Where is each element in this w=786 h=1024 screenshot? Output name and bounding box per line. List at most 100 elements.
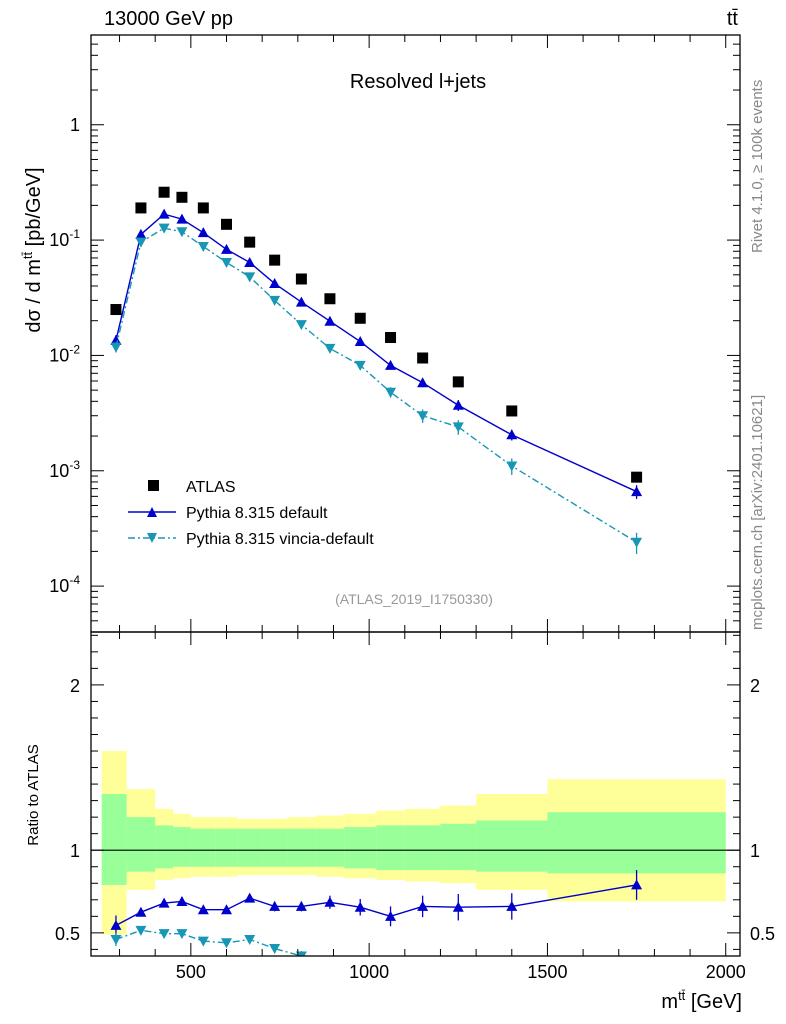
ratio-frame <box>90 631 741 957</box>
atlas-point <box>452 376 464 388</box>
ratio-vincia-point <box>269 944 281 955</box>
default-point <box>158 208 170 219</box>
ratio-band-inner <box>215 828 238 867</box>
default-point <box>324 315 336 326</box>
ratio-vincia-point <box>197 936 209 947</box>
ratio-band-inner <box>262 828 288 867</box>
ratio-vincia-line <box>115 929 302 956</box>
legend-default-marker <box>147 507 157 517</box>
atlas-point <box>417 352 429 364</box>
default-series-line <box>115 213 637 493</box>
atlas-point <box>269 254 281 266</box>
ratio-band-inner <box>287 828 316 867</box>
x-tick-label: 1000 <box>349 962 389 982</box>
ratio-default-point <box>269 900 281 911</box>
x-tick-label: 2000 <box>706 962 746 982</box>
ratio-vincia-point <box>135 925 147 936</box>
default-point <box>295 296 307 307</box>
default-point <box>110 334 122 345</box>
ratio-band-inner <box>476 820 548 872</box>
atlas-point <box>158 186 170 198</box>
ratio-default-point <box>452 901 464 912</box>
legend-atlas-marker <box>148 480 159 491</box>
svg-text:dσ / d mtt̄ [pb/GeV]: dσ / d mtt̄ [pb/GeV] <box>20 167 45 332</box>
ratio-vincia-point <box>158 929 170 940</box>
ratio-band-inner <box>126 817 156 872</box>
ratio-series-group <box>110 870 643 956</box>
ratio-band-inner <box>237 828 263 867</box>
main-y-axis-label: dσ / d mtt̄ [pb/GeV] <box>20 167 45 332</box>
ratio-default-point <box>295 900 307 911</box>
vincia-point <box>244 272 256 283</box>
main-y-tick-labels: 1 10-1 10-2 10-3 10-4 <box>49 115 80 596</box>
y-tick-label: 10-3 <box>49 458 80 481</box>
rivet-label: Rivet 4.1.0, ≥ 100k events <box>749 80 766 253</box>
vincia-point <box>197 241 209 252</box>
default-point <box>354 336 366 347</box>
ratio-band-inner <box>173 827 191 867</box>
y-tick-label: 10-4 <box>49 573 80 596</box>
atlas-point <box>244 236 256 248</box>
analysis-label: (ATLAS_2019_I1750330) <box>335 591 493 607</box>
ratio-band-inner <box>315 828 345 867</box>
ratio-band-inner <box>155 825 174 869</box>
ratio-band-inner <box>190 828 216 867</box>
default-point <box>506 429 518 440</box>
x-tick-label: 1500 <box>527 962 567 982</box>
legend-vincia-label: Pythia 8.315 vincia-default <box>186 531 374 548</box>
atlas-point <box>197 202 209 214</box>
ratio-default-point <box>417 900 429 911</box>
x-tick-label: 500 <box>176 962 206 982</box>
vincia-point <box>158 223 170 234</box>
main-title: Resolved l+jets <box>350 71 486 93</box>
atlas-point <box>506 405 518 417</box>
default-point <box>385 359 397 370</box>
xlabel-sup: tt̄ <box>678 988 686 1003</box>
vincia-point <box>324 343 336 354</box>
vincia-point <box>221 257 233 268</box>
ratio-y-tick-label-right: 0.5 <box>750 924 775 944</box>
ylabel-unit: [pb/GeV] <box>23 167 45 252</box>
ratio-vincia-point <box>295 951 307 956</box>
ratio-default-line <box>115 884 637 927</box>
vincia-point <box>631 537 643 548</box>
atlas-point <box>631 471 643 483</box>
ratio-y-axis-label: Ratio to ATLAS <box>25 744 42 845</box>
ratio-default-point <box>324 896 336 907</box>
ratio-band-inner <box>376 825 405 871</box>
vincia-point <box>269 295 281 306</box>
ratio-band-inner <box>440 823 477 871</box>
ratio-band-inner <box>344 827 377 869</box>
ratio-default-point <box>110 919 122 930</box>
vincia-series-line <box>115 227 637 543</box>
y-tick-label: 10-1 <box>49 227 80 250</box>
vincia-point <box>176 227 188 238</box>
vincia-point <box>506 461 518 472</box>
ratio-band-inner <box>101 794 127 885</box>
mcplots-label: mcplots.cern.ch [arXiv:2401.10621] <box>749 395 766 630</box>
x-axis-label: mtt̄ [GeV] <box>661 988 742 1013</box>
vincia-point <box>417 411 429 422</box>
vincia-point <box>110 342 122 353</box>
atlas-point <box>135 202 147 214</box>
atlas-point <box>295 273 307 285</box>
xlabel-unit: [GeV] <box>685 991 742 1013</box>
ratio-vincia-point <box>176 929 188 940</box>
main-plot-area <box>110 186 643 554</box>
ratio-y-tick-label-right: 2 <box>750 676 760 696</box>
ratio-default-point <box>158 897 170 908</box>
ratio-plot-area <box>91 751 740 956</box>
main-axis-ticks <box>91 34 740 633</box>
ratio-default-point <box>631 879 643 890</box>
vincia-point <box>452 422 464 433</box>
ratio-default-point <box>221 904 233 915</box>
ratio-y-tick-label-left: 0.5 <box>55 924 80 944</box>
atlas-point <box>354 312 366 324</box>
atlas-point <box>324 293 336 305</box>
ratio-band-inner <box>547 812 726 874</box>
vincia-point <box>385 387 397 398</box>
atlas-point <box>110 304 122 316</box>
